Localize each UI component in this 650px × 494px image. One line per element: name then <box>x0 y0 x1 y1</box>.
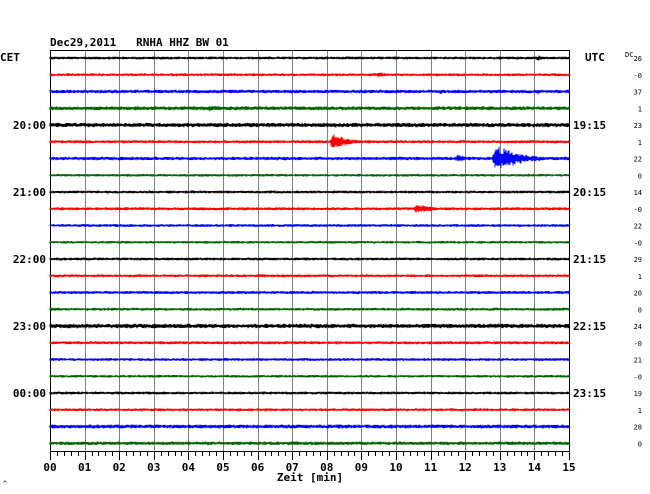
left-hour-label: 20:00 <box>13 119 46 132</box>
dc-value: 1 <box>638 273 642 281</box>
trace-row-9 <box>49 205 570 213</box>
x-tick-label: 09 <box>355 461 368 474</box>
left-hour-label: 00:00 <box>13 387 46 400</box>
dc-value: 24 <box>634 323 642 331</box>
x-tick-label: 01 <box>78 461 92 474</box>
right-hour-labels: 19:15 20:15 21:15 22:15 23:15 <box>573 119 606 400</box>
x-tick-label: 10 <box>389 461 402 474</box>
trace-row-5 <box>49 134 570 148</box>
dc-value: 29 <box>634 256 642 264</box>
trace-row-22 <box>49 424 570 429</box>
trace-row-18 <box>49 358 570 361</box>
dc-value: -0 <box>634 340 642 348</box>
trace-row-17 <box>49 341 570 345</box>
dc-value: 19 <box>634 390 642 398</box>
trace-row-10 <box>49 224 570 227</box>
right-hour-label: 23:15 <box>573 387 606 400</box>
x-tick-label: 11 <box>424 461 438 474</box>
x-tick-label: 03 <box>147 461 160 474</box>
trace-row-20 <box>49 391 570 395</box>
dc-value: 23 <box>634 122 642 130</box>
trace-row-21 <box>49 408 570 412</box>
x-axis: 00 01 02 03 04 05 06 07 08 09 10 11 12 13 14 15 <box>43 451 576 474</box>
dc-value: 20 <box>634 290 642 298</box>
x-tick-label: 14 <box>528 461 542 474</box>
trace-row-2 <box>49 89 570 95</box>
trace-row-14 <box>49 290 570 295</box>
dc-value: 37 <box>634 89 642 97</box>
left-hour-label: 22:00 <box>13 253 46 266</box>
dc-value: -0 <box>634 373 642 381</box>
trace-row-12 <box>49 257 570 261</box>
x-tick-label: 04 <box>182 461 196 474</box>
x-axis-label: Zeit [min] <box>277 471 343 484</box>
minute-gridlines <box>85 51 535 451</box>
dc-value: 1 <box>638 105 642 113</box>
x-tick-label: 00 <box>43 461 56 474</box>
trace-row-16 <box>49 323 570 329</box>
trace-row-7 <box>49 173 570 177</box>
dc-value: 28 <box>634 424 642 432</box>
corner-mark: ^ <box>3 480 7 488</box>
right-timezone-label: UTC <box>585 51 605 64</box>
right-hour-label: 21:15 <box>573 253 606 266</box>
dc-value: 0 <box>638 440 642 448</box>
left-timezone-label: CET <box>0 51 20 64</box>
dc-value: 22 <box>634 223 642 231</box>
trace-row-4 <box>49 122 570 128</box>
dc-value: 0 <box>638 306 642 314</box>
chart-title: Dec29,2011 RNHA HHZ BW 01 <box>50 36 229 49</box>
dc-value: 0 <box>638 172 642 180</box>
left-hour-labels: 20:00 21:00 22:00 23:00 00:00 <box>13 119 46 400</box>
right-hour-label: 22:15 <box>573 320 606 333</box>
dc-column-label: DC <box>625 51 633 59</box>
dc-values: 26 -0 37 1 23 1 22 0 14 -0 22 -0 29 1 20 0 24 -0 21 -0 19 1 28… <box>634 55 642 448</box>
trace-row-3 <box>49 105 570 112</box>
trace-row-13 <box>49 274 570 278</box>
dc-value: -0 <box>634 206 642 214</box>
trace-row-23 <box>49 441 570 445</box>
trace-row-8 <box>49 190 570 194</box>
trace-row-11 <box>49 240 570 244</box>
dc-value: 1 <box>638 139 642 147</box>
right-hour-label: 20:15 <box>573 186 606 199</box>
trace-row-1 <box>49 72 570 78</box>
left-hour-label: 23:00 <box>13 320 46 333</box>
x-tick-label: 06 <box>251 461 265 474</box>
plot-frame <box>50 50 570 452</box>
trace-row-19 <box>49 374 570 378</box>
x-tick-label: 02 <box>113 461 126 474</box>
trace-row-15 <box>49 307 570 311</box>
x-tick-label: 07 <box>286 461 299 474</box>
x-tick-label: 12 <box>459 461 472 474</box>
dc-value: 21 <box>634 357 642 365</box>
dc-value: -0 <box>634 72 642 80</box>
trace-row-6 <box>49 146 570 168</box>
seismogram-traces <box>49 55 570 445</box>
dc-value: -0 <box>634 239 642 247</box>
dc-value: 1 <box>638 407 642 415</box>
left-hour-label: 21:00 <box>13 186 46 199</box>
dc-value: 14 <box>634 189 642 197</box>
x-tick-label: 13 <box>493 461 506 474</box>
x-tick-label: 08 <box>320 461 333 474</box>
dc-value: 22 <box>634 156 642 164</box>
right-hour-label: 19:15 <box>573 119 606 132</box>
trace-row-0 <box>49 55 570 61</box>
x-tick-label: 15 <box>562 461 575 474</box>
dc-value: 26 <box>634 55 642 63</box>
x-tick-label: 05 <box>216 461 229 474</box>
